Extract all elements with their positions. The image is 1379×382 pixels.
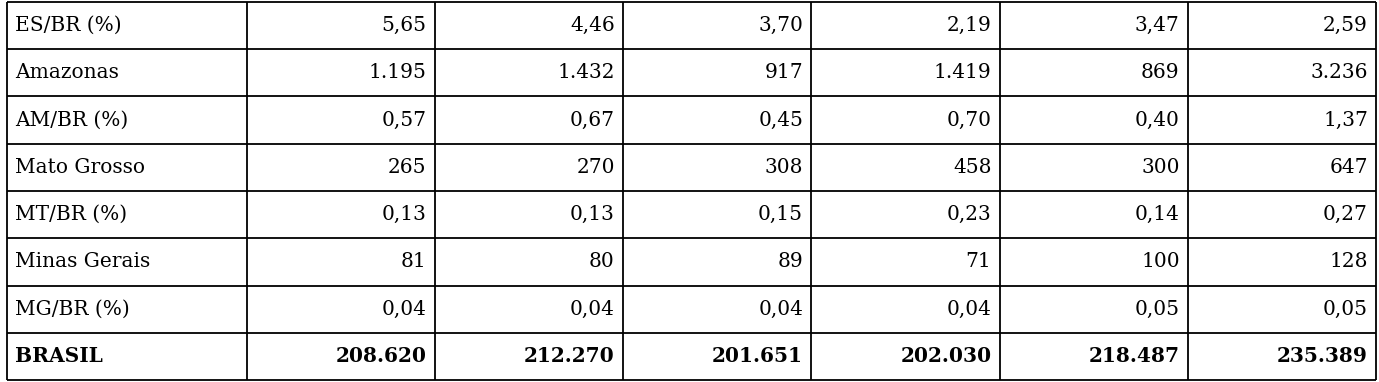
Text: 71: 71 [965, 253, 992, 271]
Text: 81: 81 [401, 253, 426, 271]
Text: 0,04: 0,04 [570, 300, 615, 319]
Text: 0,70: 0,70 [946, 111, 992, 129]
Text: 208.620: 208.620 [335, 346, 426, 366]
Text: Amazonas: Amazonas [15, 63, 119, 82]
Text: 0,04: 0,04 [382, 300, 426, 319]
Text: 0,27: 0,27 [1322, 205, 1368, 224]
Text: 0,45: 0,45 [758, 111, 803, 129]
Text: 0,15: 0,15 [758, 205, 803, 224]
Text: 917: 917 [764, 63, 803, 82]
Text: BRASIL: BRASIL [15, 346, 103, 366]
Text: 1.195: 1.195 [368, 63, 426, 82]
Text: 0,05: 0,05 [1135, 300, 1179, 319]
Text: 100: 100 [1140, 253, 1179, 271]
Text: MG/BR (%): MG/BR (%) [15, 300, 130, 319]
Text: 300: 300 [1142, 158, 1179, 177]
Text: 0,05: 0,05 [1322, 300, 1368, 319]
Text: 5,65: 5,65 [382, 16, 426, 35]
Text: 3,70: 3,70 [758, 16, 803, 35]
Text: 1,37: 1,37 [1322, 111, 1368, 129]
Text: 89: 89 [778, 253, 803, 271]
Text: 458: 458 [953, 158, 992, 177]
Text: 0,13: 0,13 [382, 205, 426, 224]
Text: 1.419: 1.419 [934, 63, 992, 82]
Text: 201.651: 201.651 [712, 346, 803, 366]
Text: 2,19: 2,19 [946, 16, 992, 35]
Text: 80: 80 [589, 253, 615, 271]
Text: 235.389: 235.389 [1277, 346, 1368, 366]
Text: 128: 128 [1329, 253, 1368, 271]
Text: 0,40: 0,40 [1135, 111, 1179, 129]
Text: 218.487: 218.487 [1088, 346, 1179, 366]
Text: 647: 647 [1329, 158, 1368, 177]
Text: 202.030: 202.030 [900, 346, 992, 366]
Text: Mato Grosso: Mato Grosso [15, 158, 145, 177]
Text: 4,46: 4,46 [570, 16, 615, 35]
Text: 0,13: 0,13 [570, 205, 615, 224]
Text: 3,47: 3,47 [1135, 16, 1179, 35]
Text: 0,14: 0,14 [1135, 205, 1179, 224]
Text: 1.432: 1.432 [557, 63, 615, 82]
Text: 265: 265 [387, 158, 426, 177]
Text: MT/BR (%): MT/BR (%) [15, 205, 127, 224]
Text: 212.270: 212.270 [524, 346, 615, 366]
Text: 869: 869 [1140, 63, 1179, 82]
Text: Minas Gerais: Minas Gerais [15, 253, 150, 271]
Text: 0,57: 0,57 [382, 111, 426, 129]
Text: 0,04: 0,04 [758, 300, 803, 319]
Text: ES/BR (%): ES/BR (%) [15, 16, 121, 35]
Text: 0,67: 0,67 [570, 111, 615, 129]
Text: 0,04: 0,04 [946, 300, 992, 319]
Text: 0,23: 0,23 [946, 205, 992, 224]
Text: 3.236: 3.236 [1310, 63, 1368, 82]
Text: 270: 270 [576, 158, 615, 177]
Text: AM/BR (%): AM/BR (%) [15, 111, 128, 129]
Text: 308: 308 [764, 158, 803, 177]
Text: 2,59: 2,59 [1322, 16, 1368, 35]
